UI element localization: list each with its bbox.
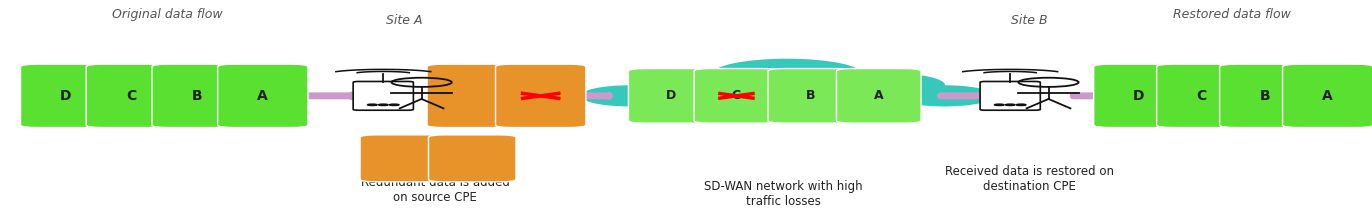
- Ellipse shape: [630, 74, 740, 97]
- FancyBboxPatch shape: [218, 64, 307, 127]
- FancyBboxPatch shape: [428, 135, 516, 182]
- FancyBboxPatch shape: [1157, 64, 1247, 127]
- Text: Original data flow: Original data flow: [111, 8, 222, 21]
- FancyBboxPatch shape: [1283, 64, 1372, 127]
- FancyBboxPatch shape: [152, 64, 243, 127]
- Text: B: B: [1259, 89, 1270, 103]
- Ellipse shape: [712, 59, 863, 91]
- FancyBboxPatch shape: [495, 64, 586, 127]
- Text: C: C: [126, 89, 137, 103]
- FancyBboxPatch shape: [768, 69, 852, 123]
- Text: Restored data flow: Restored data flow: [1173, 8, 1291, 21]
- Text: B: B: [192, 89, 203, 103]
- FancyBboxPatch shape: [86, 64, 177, 127]
- Ellipse shape: [650, 89, 923, 116]
- FancyBboxPatch shape: [359, 135, 447, 182]
- Text: A: A: [1323, 89, 1334, 103]
- Text: C: C: [731, 89, 741, 102]
- Text: D: D: [1133, 89, 1144, 103]
- Text: SD-WAN network with high
traffic losses: SD-WAN network with high traffic losses: [704, 180, 862, 208]
- FancyBboxPatch shape: [980, 81, 1040, 110]
- Ellipse shape: [582, 86, 678, 106]
- Circle shape: [1017, 104, 1026, 106]
- Text: Redundant data is added
on source CPE: Redundant data is added on source CPE: [361, 176, 510, 204]
- FancyBboxPatch shape: [427, 64, 517, 127]
- Text: A: A: [874, 89, 884, 102]
- FancyBboxPatch shape: [1220, 64, 1310, 127]
- Ellipse shape: [836, 74, 944, 97]
- FancyBboxPatch shape: [353, 81, 413, 110]
- Circle shape: [390, 104, 399, 106]
- Circle shape: [379, 104, 388, 106]
- Text: Site A: Site A: [386, 14, 423, 27]
- Text: D: D: [60, 89, 71, 103]
- Circle shape: [1006, 104, 1015, 106]
- FancyBboxPatch shape: [628, 69, 713, 123]
- Text: C: C: [1196, 89, 1207, 103]
- FancyBboxPatch shape: [1093, 64, 1184, 127]
- Text: A: A: [258, 89, 268, 103]
- FancyBboxPatch shape: [21, 64, 111, 127]
- FancyBboxPatch shape: [837, 69, 921, 123]
- Ellipse shape: [896, 86, 992, 106]
- Circle shape: [368, 104, 377, 106]
- Text: D: D: [665, 89, 676, 102]
- FancyBboxPatch shape: [694, 69, 779, 123]
- Circle shape: [995, 104, 1004, 106]
- Text: Site B: Site B: [1011, 14, 1048, 27]
- Text: Received data is restored on
destination CPE: Received data is restored on destination…: [945, 165, 1114, 193]
- Text: B: B: [805, 89, 815, 102]
